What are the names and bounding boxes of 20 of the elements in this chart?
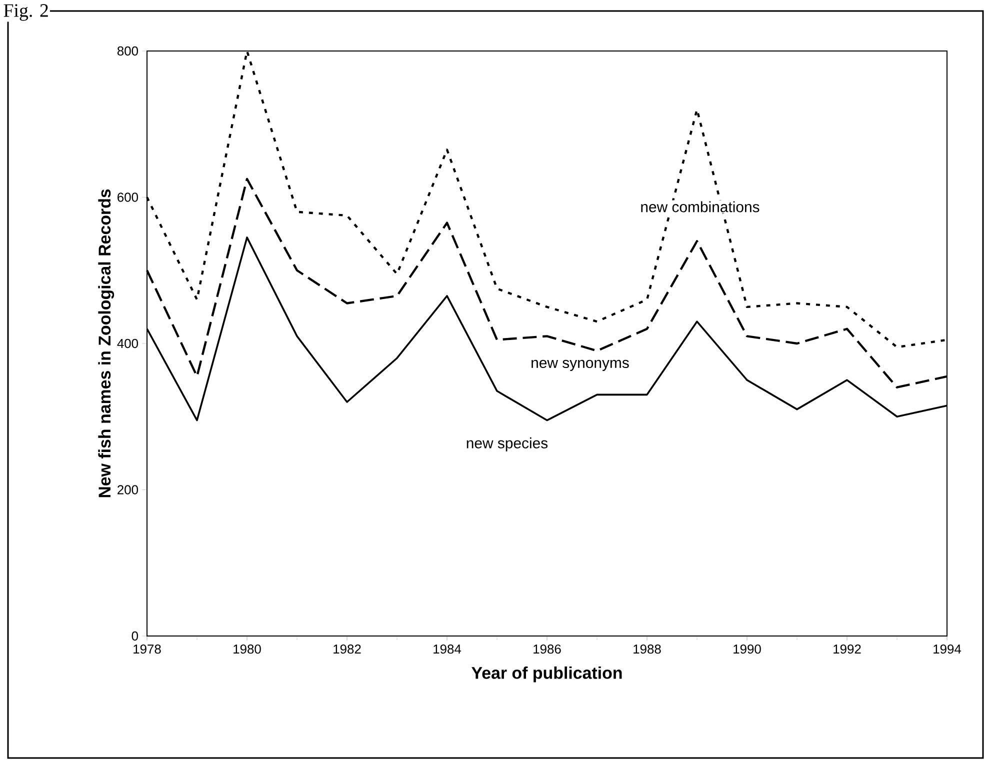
x-tick-label: 1978 — [134, 644, 161, 654]
y-tick-label: 0 — [132, 631, 138, 641]
series-label: new combinations — [641, 201, 760, 212]
x-tick-label: 1986 — [534, 644, 561, 654]
x-tick-label: 1990 — [734, 644, 761, 654]
y-tick-label: 400 — [117, 338, 138, 348]
series-label: new species — [466, 437, 548, 452]
x-axis-title: Year of publication — [472, 666, 622, 682]
series-label: new synonyms — [532, 360, 629, 371]
x-tick-label: 1980 — [234, 644, 261, 654]
y-axis-title: New fish names in Zoological Records — [98, 189, 114, 498]
y-tick-label: 600 — [118, 192, 138, 202]
x-tick-label: 1992 — [834, 644, 861, 654]
y-tick-label: 800 — [117, 46, 138, 56]
x-tick-label: 1984 — [434, 644, 462, 654]
x-tick-label: 1982 — [334, 644, 361, 654]
x-tick-label: 1994 — [934, 644, 962, 654]
y-tick-label: 200 — [118, 485, 138, 494]
x-tick-label: 1988 — [634, 644, 661, 654]
caption: Fig. 2 — [4, 4, 48, 21]
